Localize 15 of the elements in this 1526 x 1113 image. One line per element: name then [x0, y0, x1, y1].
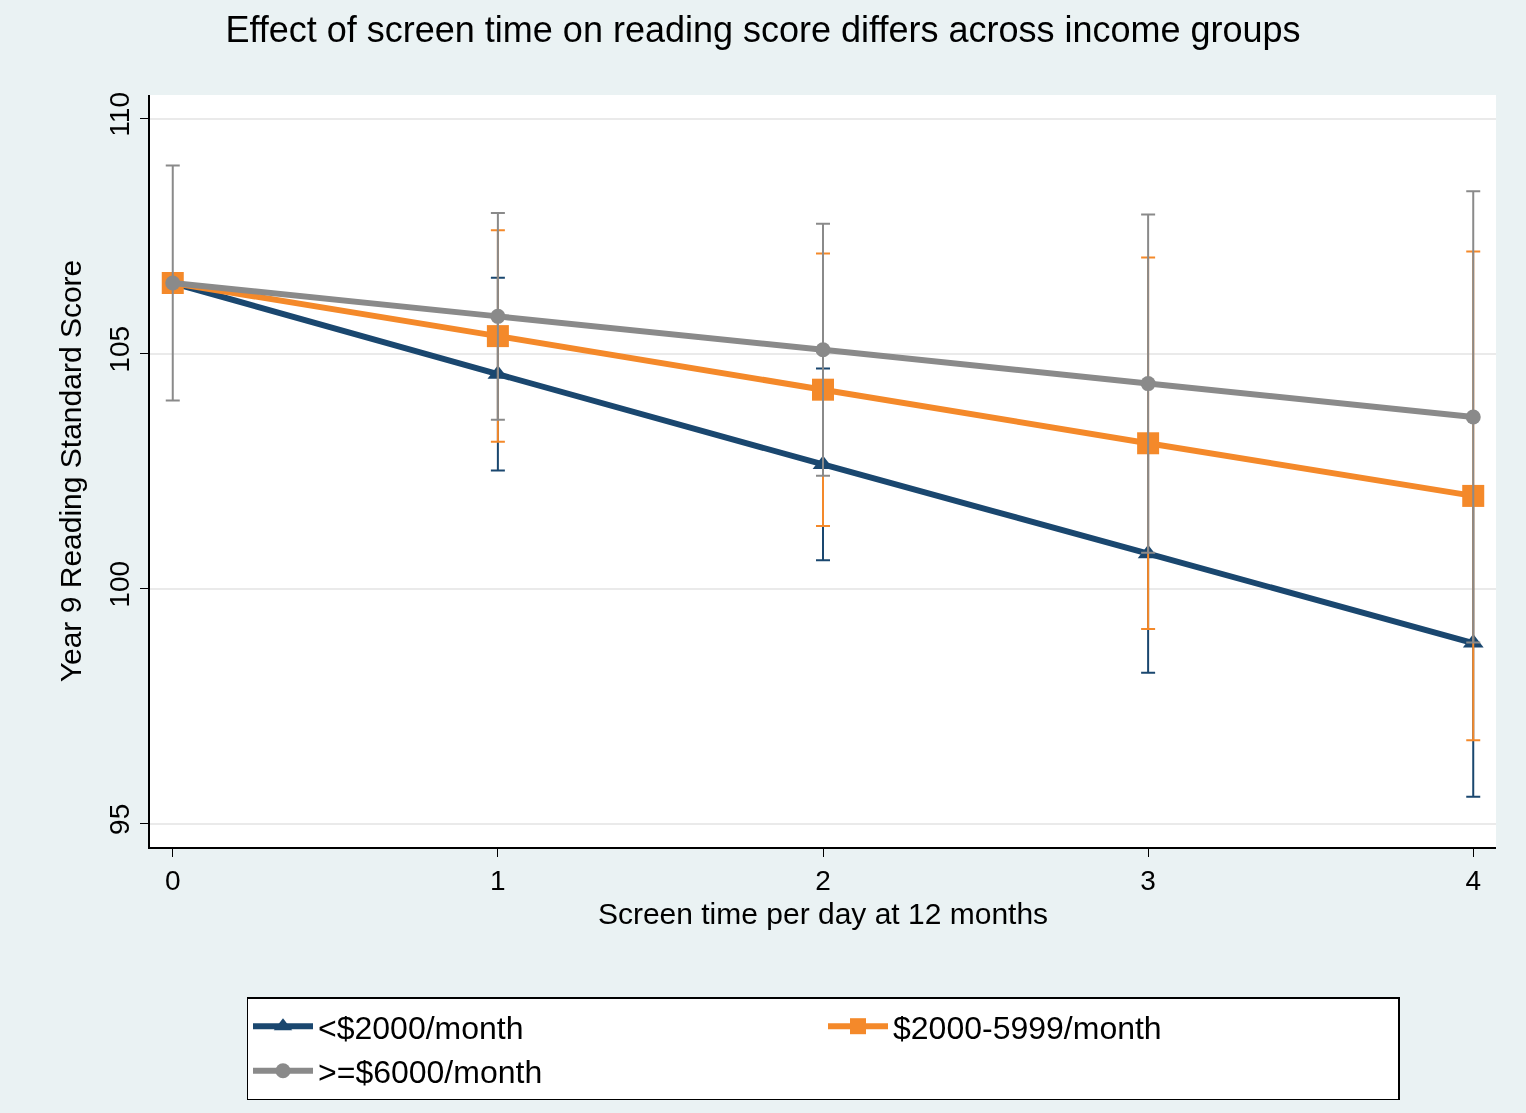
y-tick-label: 105	[104, 325, 136, 373]
legend-label: >=$6000/month	[318, 1054, 543, 1091]
x-tick-label: 2	[815, 865, 831, 897]
x-tick-label: 1	[490, 865, 506, 897]
y-axis-title: Year 9 Reading Standard Score	[53, 259, 87, 683]
x-axis-title: Screen time per day at 12 months	[597, 897, 1049, 931]
y-tick-label: 110	[104, 91, 136, 137]
legend-label: <$2000/month	[318, 1009, 524, 1046]
y-tick-label: 100	[104, 560, 136, 608]
legend-label: $2000-5999/month	[893, 1009, 1162, 1046]
x-tick-label: 0	[164, 865, 181, 897]
x-tick-label: 4	[1465, 865, 1482, 897]
chart-title: Effect of screen time on reading score differs across income groups	[225, 8, 1301, 50]
y-tick-label: 95	[104, 803, 136, 835]
x-tick-label: 3	[1140, 865, 1156, 897]
